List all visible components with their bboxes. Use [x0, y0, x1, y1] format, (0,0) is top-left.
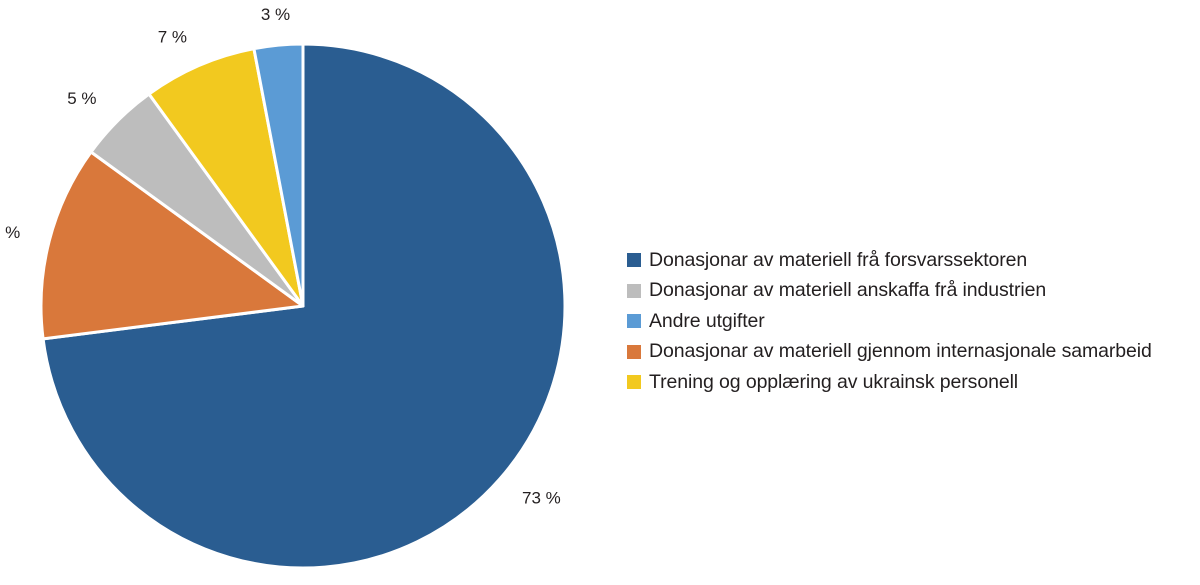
legend-label: Donasjonar av materiell frå forsvarssekt…	[649, 248, 1028, 271]
legend-item-donasjonar-av-materiell-anskaffa-fra-industrien: Donasjonar av materiell anskaffa frå ind…	[627, 276, 1152, 307]
slice-value-label-trening-og-opplaering-av-ukrainsk-personell: 7 %	[158, 27, 187, 46]
legend-label: Andre utgifter	[649, 309, 765, 332]
pie-slice-andre-utgifter	[252, 42, 305, 308]
pie-slices	[39, 42, 567, 570]
legend-item-donasjonar-av-materiell-gjennom-internasjonale-samarbeid: Donasjonar av materiell gjennom internas…	[627, 337, 1152, 368]
legend-item-trening-og-opplaering-av-ukrainsk-personell: Trening og opplæring av ukrainsk persone…	[627, 367, 1152, 398]
legend-item-andre-utgifter: Andre utgifter	[627, 306, 1152, 337]
legend-label: Trening og opplæring av ukrainsk persone…	[649, 370, 1019, 393]
legend-label: Donasjonar av materiell gjennom internas…	[649, 340, 1152, 363]
legend-label: Donasjonar av materiell anskaffa frå ind…	[649, 279, 1047, 302]
slice-value-label-donasjonar-av-materiell-gjennom-internasjonale-samarbeid: 12 %	[0, 223, 20, 242]
legend-swatch	[627, 375, 641, 390]
slice-value-label-andre-utgifter: 3 %	[261, 5, 290, 24]
legend-swatch	[627, 344, 641, 359]
legend-swatch	[627, 253, 641, 268]
legend-swatch	[627, 314, 641, 329]
legend-item-donasjonar-av-materiell-fra-forsvarssektoren: Donasjonar av materiell frå forsvarssekt…	[627, 245, 1152, 276]
slice-value-label-donasjonar-av-materiell-anskaffa-fra-industrien: 5 %	[67, 89, 96, 108]
pie-value-labels: 73 % 12 % 5 % 7 % 3 %	[0, 5, 561, 508]
legend-swatch	[627, 283, 641, 298]
legend: Donasjonar av materiell frå forsvarssekt…	[627, 245, 1152, 398]
slice-value-label-donasjonar-av-materiell-fra-forsvarssektoren: 73 %	[522, 489, 561, 508]
pie-slice-trening-og-opplaering-av-ukrainsk-personell	[147, 47, 305, 308]
pie-slice-donasjonar-av-materiell-gjennom-internasjonale-samarbeid	[39, 150, 305, 341]
